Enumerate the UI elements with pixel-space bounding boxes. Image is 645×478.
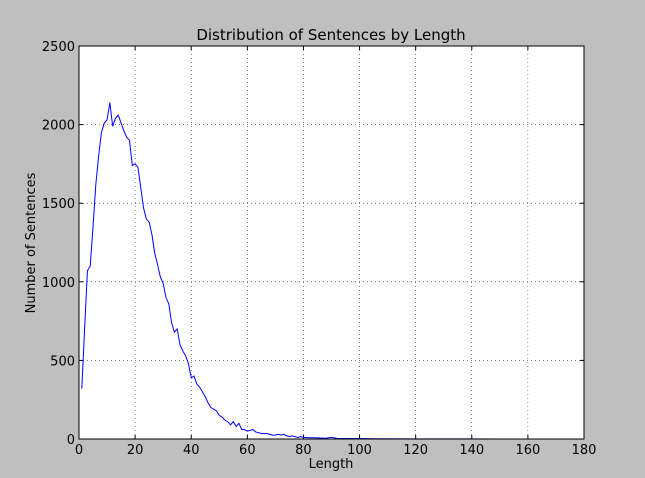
plot-area (79, 46, 584, 439)
x-tick-label: 40 (183, 443, 200, 458)
x-tick-label: 60 (239, 443, 256, 458)
y-tick-label: 1000 (42, 276, 75, 291)
x-tick-label: 80 (295, 443, 312, 458)
x-tick-label: 160 (515, 443, 540, 458)
y-tick-label: 0 (67, 433, 75, 448)
y-axis-label: Number of Sentences (24, 172, 39, 313)
x-axis-label: Length (309, 457, 354, 472)
y-tick-label: 2000 (42, 119, 75, 134)
y-tick-label: 500 (50, 354, 75, 369)
plot-frame (78, 45, 585, 440)
x-tick-label: 140 (459, 443, 484, 458)
chart-title: Distribution of Sentences by Length (196, 26, 465, 44)
x-tick-label: 0 (75, 443, 83, 458)
x-tick-label: 20 (127, 443, 144, 458)
y-tick-label: 2500 (42, 40, 75, 55)
y-tick-label: 1500 (42, 197, 75, 212)
x-tick-label: 180 (572, 443, 597, 458)
x-tick-labels: 0 20 40 60 80 100 120 140 160 180 (75, 443, 597, 458)
y-tick-labels: 0 500 1000 1500 2000 2500 (42, 40, 75, 448)
x-tick-label: 120 (403, 443, 428, 458)
x-tick-label: 100 (347, 443, 372, 458)
series-line (81, 102, 584, 440)
